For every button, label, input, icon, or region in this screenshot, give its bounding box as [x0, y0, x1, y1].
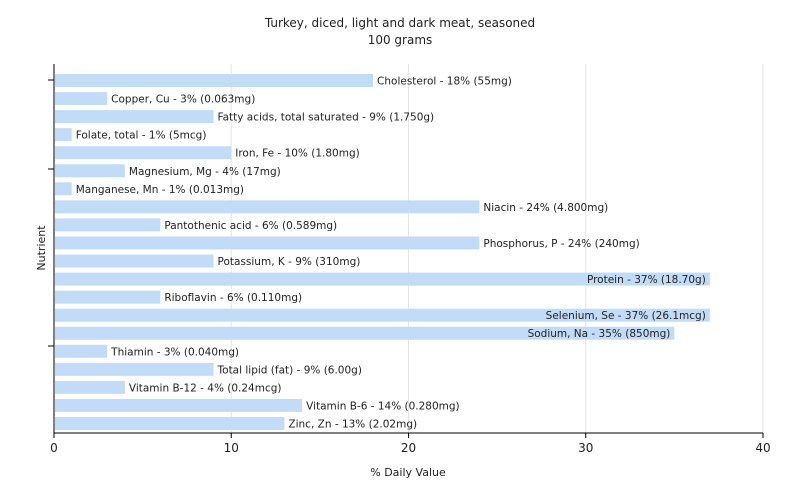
axes: 0 10 20 30 40: [48, 64, 771, 455]
x-tick-label-2: 20: [401, 441, 416, 455]
bar-label-15: Thiamin - 3% (0.040mg): [110, 346, 239, 358]
bar-4: [55, 146, 232, 160]
bar-label-7: Niacin - 24% (4.800mg): [483, 202, 608, 214]
bar-6: [55, 182, 72, 196]
bar-3: [55, 128, 72, 142]
x-tick-label-0: 0: [50, 441, 58, 455]
bar-label-13: Selenium, Se - 37% (26.1mcg): [546, 310, 706, 322]
bar-label-10: Potassium, K - 9% (310mg): [218, 256, 361, 268]
bar-15: [55, 344, 108, 358]
bar-label-14: Sodium, Na - 35% (850mg): [528, 328, 671, 340]
bar-label-8: Pantothenic acid - 6% (0.589mg): [164, 220, 337, 232]
bar-label-1: Copper, Cu - 3% (0.063mg): [111, 94, 255, 106]
bar-label-19: Zinc, Zn - 13% (2.02mg): [288, 418, 417, 430]
bar-7: [55, 200, 480, 214]
bars: [55, 74, 710, 430]
bar-label-3: Folate, total - 1% (5mcg): [76, 130, 207, 142]
bar-19: [55, 416, 285, 430]
chart-subtitle: 100 grams: [368, 33, 433, 47]
bar-8: [55, 218, 161, 232]
bar-0: [55, 74, 374, 88]
bar-16: [55, 362, 214, 376]
chart-title: Turkey, diced, light and dark meat, seas…: [264, 16, 535, 30]
bar-17: [55, 380, 125, 394]
bar-13: [55, 308, 710, 322]
bar-12: [55, 290, 161, 304]
x-tick-label-4: 40: [755, 441, 770, 455]
bar-18: [55, 398, 303, 412]
bar-labels: Cholesterol - 18% (55mg) Copper, Cu - 3% …: [76, 76, 706, 431]
bar-10: [55, 254, 214, 268]
bar-11: [55, 272, 710, 286]
bar-2: [55, 110, 214, 124]
bar-label-11: Protein - 37% (18.70g): [587, 274, 706, 286]
bar-1: [55, 92, 108, 106]
bar-label-12: Riboflavin - 6% (0.110mg): [164, 292, 302, 304]
bar-label-0: Cholesterol - 18% (55mg): [377, 76, 512, 88]
bar-label-4: Iron, Fe - 10% (1.80mg): [235, 148, 359, 160]
bar-label-6: Manganese, Mn - 1% (0.013mg): [76, 184, 244, 196]
bar-label-9: Phosphorus, P - 24% (240mg): [483, 238, 639, 250]
bar-9: [55, 236, 480, 250]
bar-14: [55, 326, 675, 340]
y-axis-title: Nutrient: [35, 225, 48, 271]
x-axis-title: % Daily Value: [370, 466, 446, 479]
bar-5: [55, 164, 125, 178]
x-tick-label-1: 10: [224, 441, 239, 455]
bar-label-18: Vitamin B-6 - 14% (0.280mg): [306, 400, 460, 412]
x-tick-label-3: 30: [578, 441, 593, 455]
bar-label-17: Vitamin B-12 - 4% (0.24mcg): [129, 382, 282, 394]
bar-label-2: Fatty acids, total saturated - 9% (1.750…: [218, 112, 435, 124]
bar-label-5: Magnesium, Mg - 4% (17mg): [129, 166, 281, 178]
bar-label-16: Total lipid (fat) - 9% (6.00g): [217, 364, 362, 376]
